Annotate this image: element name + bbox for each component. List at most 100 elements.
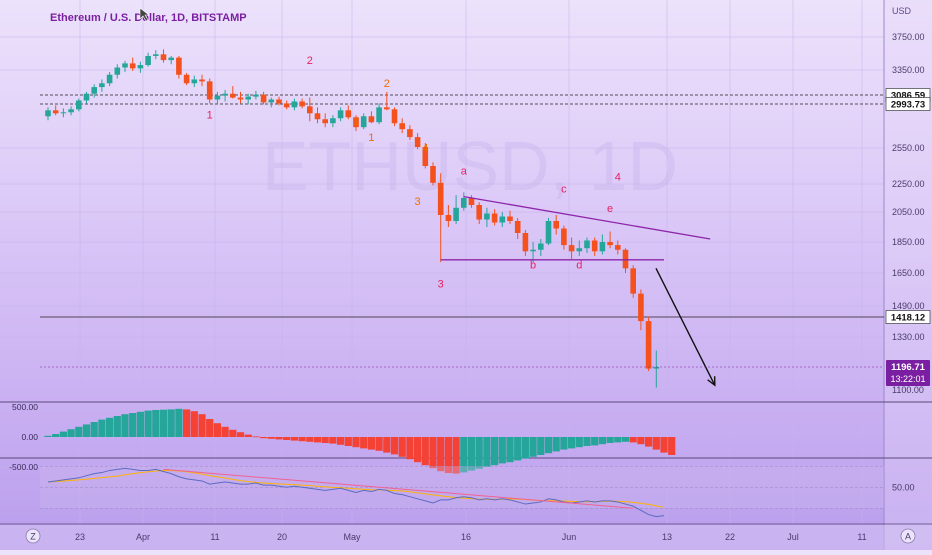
osc-bar [606,437,614,443]
candle-body [476,205,482,220]
wave-label: 1 [368,132,374,144]
candle-body [591,240,598,252]
candle-body [384,107,390,110]
candle-body [160,54,167,61]
osc-bar [383,437,391,453]
osc-bar [98,419,106,437]
candle-body [245,96,251,100]
osc-bar [121,414,129,437]
osc-bar [221,426,229,437]
osc-bar [90,422,98,437]
osc-bar [198,414,206,437]
candle-body [222,93,228,96]
candle-body [191,79,198,84]
candle-body [430,166,436,183]
osc-bar [460,437,468,473]
osc-bar [344,437,352,446]
candle-body [491,213,498,223]
candle-body [291,101,298,108]
wave-label: 2 [307,55,313,67]
candle-body [307,106,313,114]
candle-body [168,57,174,61]
osc-bar [629,437,637,443]
candle-body [568,245,575,252]
candle-body [206,81,213,100]
osc-bar [514,437,522,461]
candle-body [83,93,90,101]
candle-body [414,137,421,148]
osc-bar [521,437,529,459]
price-tick-label: 2250.00 [892,179,925,189]
osc-bar [598,437,606,445]
osc-bar [283,437,291,440]
time-tick-label: Jun [562,532,577,542]
candle-body [299,101,305,107]
oscillator-histogram [0,406,884,474]
price-level-label: 1418.12 [891,313,925,324]
price-tick-label: 3350.00 [892,65,925,75]
wave-label: 4 [422,143,428,155]
candle-body [599,242,606,252]
price-tick-label: 1850.00 [892,237,925,247]
timezone-button[interactable] [25,528,41,544]
wave-label: 3 [415,196,421,208]
candle-body [553,221,559,229]
price-tick-label: 1490.00 [892,301,925,311]
current-price-label: 1196.71 [891,362,926,373]
osc-bar [175,408,183,437]
candle-body [268,99,275,103]
candle-body [45,110,51,117]
candle-body [60,112,67,114]
candle-body [353,117,359,128]
osc-bar [491,437,499,466]
osc-bar [621,437,630,442]
projection-arrow-head [707,376,716,387]
osc-bar [529,437,537,457]
currency-label: USD [892,6,912,16]
candle-body [645,321,652,369]
candle-body [437,182,444,215]
osc-bar [82,424,91,437]
price-level-badge [885,97,931,111]
osc-bar [236,432,245,437]
osc-bar [375,437,383,451]
osc-bar [352,437,360,448]
timezone-button-icon: Z [30,532,36,542]
candle-body [237,97,244,100]
osc-bar [129,413,137,437]
chart-title: Ethereum / U.S. Dollar, 1D, BITSTAMP [50,12,247,24]
price-axis-ticks: 3750.00 3350.00 2550.00 2250.00 2050.00 1850.… [892,32,925,395]
osc-bar [544,437,553,454]
candle-body [253,94,259,97]
osc-bar [367,437,375,450]
osc-tick-label: 0.00 [21,432,38,442]
rsi-pane: 50.00 [40,465,915,518]
candle-body [391,109,398,124]
price-tick-label: 1650.00 [892,268,925,278]
candle-body [76,100,82,110]
time-tick-label: Jul [787,532,799,542]
osc-bar [575,437,583,448]
candle-body [106,74,113,84]
osc-bar [44,435,52,437]
osc-bar [113,416,121,437]
candle-body [530,249,536,252]
candle-body [260,94,267,103]
candle-body [122,63,128,68]
osc-bar [475,437,483,469]
osc-bar [67,429,75,437]
candle-body [137,65,144,69]
time-axis-ticks: 23 Apr 11 20 May 16 Jun 13 22 Jul 11 [75,532,867,542]
osc-bar [591,437,599,446]
osc-bar [406,437,414,460]
candle-body [337,110,344,119]
candle-body [145,55,151,66]
osc-bar [437,437,445,472]
candle-body [345,110,352,118]
osc-tick-label: -500.00 [9,462,38,472]
auto-scale-button[interactable] [900,528,916,544]
time-tick-label: Apr [136,532,150,542]
candle-body [638,293,644,322]
